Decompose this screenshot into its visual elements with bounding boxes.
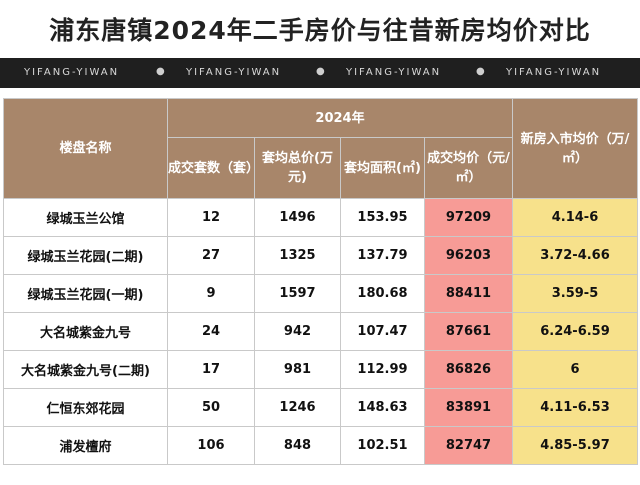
- cell-unit-price: 97209: [424, 198, 513, 237]
- cell-deals: 27: [167, 236, 255, 275]
- cell-avg-area: 153.95: [340, 198, 425, 237]
- watermark-banner: YIFANG-YIWAN ● YIFANG-YIWAN ● YIFANG-YIW…: [0, 58, 640, 88]
- cell-avg-area: 112.99: [340, 350, 425, 389]
- cell-name: 大名城紫金九号: [3, 312, 168, 351]
- table-row: 绿城玉兰花园(一期) 9 1597 180.68 88411 3.59-5: [3, 274, 638, 313]
- banner-dot: ●: [476, 66, 487, 77]
- cell-unit-price: 87661: [424, 312, 513, 351]
- banner-watermark: YIFANG-YIWAN: [346, 67, 442, 78]
- header-year-group: 2024年: [167, 98, 513, 138]
- header-project-name: 楼盘名称: [3, 98, 168, 199]
- cell-avg-total: 1325: [254, 236, 341, 275]
- cell-name: 浦发檀府: [3, 426, 168, 465]
- cell-deals: 106: [167, 426, 255, 465]
- cell-deals: 50: [167, 388, 255, 427]
- cell-new-price: 4.85-5.97: [512, 426, 638, 465]
- cell-avg-total: 942: [254, 312, 341, 351]
- cell-deals: 12: [167, 198, 255, 237]
- banner-dot: ●: [316, 66, 327, 77]
- table-row: 绿城玉兰公馆 12 1496 153.95 97209 4.14-6: [3, 198, 638, 237]
- cell-avg-total: 1496: [254, 198, 341, 237]
- cell-avg-total: 848: [254, 426, 341, 465]
- cell-deals: 17: [167, 350, 255, 389]
- table-row: 大名城紫金九号(二期) 17 981 112.99 86826 6: [3, 350, 638, 389]
- cell-new-price: 6.24-6.59: [512, 312, 638, 351]
- cell-avg-area: 107.47: [340, 312, 425, 351]
- cell-avg-area: 180.68: [340, 274, 425, 313]
- cell-avg-area: 102.51: [340, 426, 425, 465]
- table-row: 浦发檀府 106 848 102.51 82747 4.85-5.97: [3, 426, 638, 465]
- cell-name: 绿城玉兰花园(一期): [3, 274, 168, 313]
- cell-unit-price: 96203: [424, 236, 513, 275]
- page-title: 浦东唐镇2024年二手房价与往昔新房均价对比: [49, 16, 591, 45]
- cell-unit-price: 88411: [424, 274, 513, 313]
- cell-new-price: 4.14-6: [512, 198, 638, 237]
- cell-avg-area: 148.63: [340, 388, 425, 427]
- cell-unit-price: 82747: [424, 426, 513, 465]
- banner-watermark: YIFANG-YIWAN: [506, 67, 602, 78]
- cell-name: 大名城紫金九号(二期): [3, 350, 168, 389]
- cell-avg-area: 137.79: [340, 236, 425, 275]
- cell-new-price: 6: [512, 350, 638, 389]
- cell-unit-price: 86826: [424, 350, 513, 389]
- cell-name: 绿城玉兰花园(二期): [3, 236, 168, 275]
- cell-deals: 24: [167, 312, 255, 351]
- header-unit-price: 成交均价（元/㎡）: [424, 137, 513, 199]
- price-comparison-table: 楼盘名称 2024年 新房入市均价（万/㎡） 成交套数（套） 套均总价(万元) …: [3, 98, 638, 465]
- cell-new-price: 3.59-5: [512, 274, 638, 313]
- cell-avg-total: 981: [254, 350, 341, 389]
- header-deals: 成交套数（套）: [167, 137, 259, 199]
- cell-avg-total: 1597: [254, 274, 341, 313]
- price-table-wrapper: 楼盘名称 2024年 新房入市均价（万/㎡） 成交套数（套） 套均总价(万元) …: [3, 98, 638, 470]
- cell-avg-total: 1246: [254, 388, 341, 427]
- header-avg-total: 套均总价(万元): [254, 137, 341, 199]
- header-new-price: 新房入市均价（万/㎡）: [512, 98, 638, 199]
- cell-deals: 9: [167, 274, 255, 313]
- banner-dot: ●: [156, 66, 167, 77]
- cell-name: 仁恒东郊花园: [3, 388, 168, 427]
- banner-watermark: YIFANG-YIWAN: [24, 67, 120, 78]
- banner-watermark: YIFANG-YIWAN: [186, 67, 282, 78]
- cell-name: 绿城玉兰公馆: [3, 198, 168, 237]
- cell-new-price: 4.11-6.53: [512, 388, 638, 427]
- header-avg-area: 套均面积(㎡): [340, 137, 425, 199]
- table-row: 仁恒东郊花园 50 1246 148.63 83891 4.11-6.53: [3, 388, 638, 427]
- cell-new-price: 3.72-4.66: [512, 236, 638, 275]
- cell-unit-price: 83891: [424, 388, 513, 427]
- table-row: 大名城紫金九号 24 942 107.47 87661 6.24-6.59: [3, 312, 638, 351]
- table-row: 绿城玉兰花园(二期) 27 1325 137.79 96203 3.72-4.6…: [3, 236, 638, 275]
